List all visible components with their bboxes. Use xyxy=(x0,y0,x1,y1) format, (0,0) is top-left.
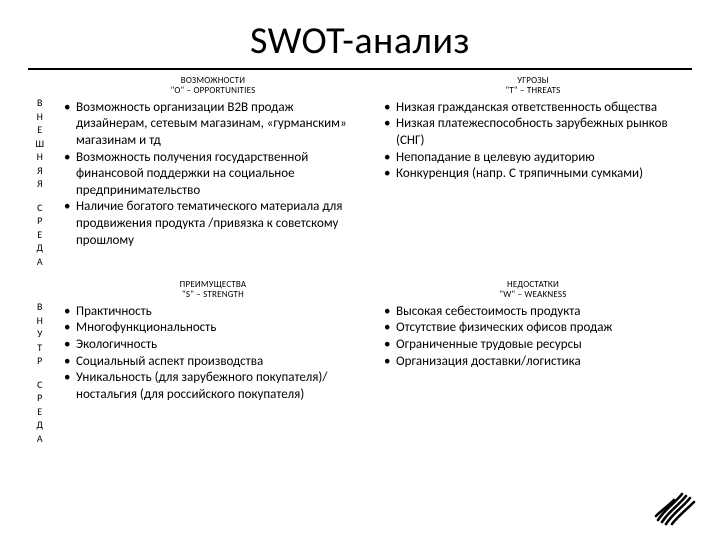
list-item: Возможность получения государственной фи… xyxy=(62,150,364,200)
sidebar-internal-word1: В Н У Т Р xyxy=(37,300,44,368)
weaknesses-list: Высокая себестоимость продукта Отсутстви… xyxy=(382,304,684,371)
header-line: "O" – OPPORTUNITIES xyxy=(62,86,364,96)
threats-header: УГРОЗЫ "T" – THREATS xyxy=(382,76,684,97)
sidebar-internal: В Н У Т Р С Р Е Д А xyxy=(28,278,52,455)
vchar: Е xyxy=(35,123,44,137)
vchar: Н xyxy=(35,150,44,164)
list-item: Отсутствие физических офисов продаж xyxy=(382,320,684,337)
vchar: Е xyxy=(37,405,44,419)
list-item: Низкая платежеспособность зарубежных рын… xyxy=(382,116,684,149)
vchar: С xyxy=(37,201,44,215)
slide: SWOT-анализ В Н Е Ш Н Я Я С Р Е Д А xyxy=(0,0,720,467)
vchar: Д xyxy=(37,418,44,432)
list-item: Наличие богатого тематического материала… xyxy=(62,199,364,249)
header-line: "T" – THREATS xyxy=(382,86,684,96)
vchar: У xyxy=(37,327,44,341)
weaknesses-header: НЕДОСТАТКИ "W" – WEAKNESS xyxy=(382,280,684,301)
slide-title: SWOT-анализ xyxy=(28,18,692,64)
opportunities-list: Возможность организации B2B продаж дизай… xyxy=(62,100,364,250)
divider xyxy=(28,68,692,70)
quadrant-threats: УГРОЗЫ "T" – THREATS Низкая гражданская … xyxy=(378,74,692,278)
vchar: Н xyxy=(35,110,44,124)
list-item: Возможность организации B2B продаж дизай… xyxy=(62,100,364,150)
vchar: Н xyxy=(37,314,44,328)
vchar: Ш xyxy=(35,137,44,151)
header-line: "W" – WEAKNESS xyxy=(382,290,684,300)
vchar: Р xyxy=(37,391,44,405)
vchar: А xyxy=(37,432,44,446)
list-item: Социальный аспект производства xyxy=(62,354,364,371)
list-item: Ограниченные трудовые ресурсы xyxy=(382,337,684,354)
strengths-header: ПРЕИМУЩЕСТВА "S" – STRENGTH xyxy=(62,280,364,301)
list-item: Уникальность (для зарубежного покупателя… xyxy=(62,370,364,403)
vchar: В xyxy=(35,96,44,110)
opportunities-header: ВОЗМОЖНОСТИ "O" – OPPORTUNITIES xyxy=(62,76,364,97)
vchar: Т xyxy=(37,341,44,355)
vchar: Р xyxy=(37,354,44,368)
list-item: Экологичность xyxy=(62,337,364,354)
list-item: Организация доставки/логистика xyxy=(382,354,684,371)
vchar: Я xyxy=(35,177,44,191)
vchar: Р xyxy=(37,214,44,228)
vchar: Е xyxy=(37,228,44,242)
list-item: Низкая гражданская ответственность общес… xyxy=(382,100,684,117)
sidebar-external-word1: В Н Е Ш Н Я Я xyxy=(35,96,44,191)
quadrant-weaknesses: НЕДОСТАТКИ "W" – WEAKNESS Высокая себест… xyxy=(378,278,692,455)
list-item: Конкуренция (напр. С тряпичными сумками) xyxy=(382,166,684,183)
threats-list: Низкая гражданская ответственность общес… xyxy=(382,100,684,183)
vchar: А xyxy=(37,255,44,269)
vchar: С xyxy=(37,378,44,392)
logo-icon xyxy=(652,486,698,526)
quadrant-strengths: ПРЕИМУЩЕСТВА "S" – STRENGTH Практичность… xyxy=(58,278,372,455)
list-item: Практичность xyxy=(62,304,364,321)
quadrant-opportunities: ВОЗМОЖНОСТИ "O" – OPPORTUNITIES Возможно… xyxy=(58,74,372,278)
sidebar-external: В Н Е Ш Н Я Я С Р Е Д А xyxy=(28,74,52,278)
list-item: Непопадание в целевую аудиторию xyxy=(382,150,684,167)
strengths-list: Практичность Многофункциональность Эколо… xyxy=(62,304,364,404)
vchar: Д xyxy=(37,241,44,255)
vchar: В xyxy=(37,300,44,314)
list-item: Многофункциональность xyxy=(62,320,364,337)
sidebar-internal-word2: С Р Е Д А xyxy=(37,378,44,446)
header-line: "S" – STRENGTH xyxy=(62,290,364,300)
list-item: Высокая себестоимость продукта xyxy=(382,304,684,321)
vchar: Я xyxy=(35,164,44,178)
swot-grid: В Н Е Ш Н Я Я С Р Е Д А ВОЗМОЖНОСТИ "O" … xyxy=(28,74,692,455)
sidebar-external-word2: С Р Е Д А xyxy=(37,201,44,269)
